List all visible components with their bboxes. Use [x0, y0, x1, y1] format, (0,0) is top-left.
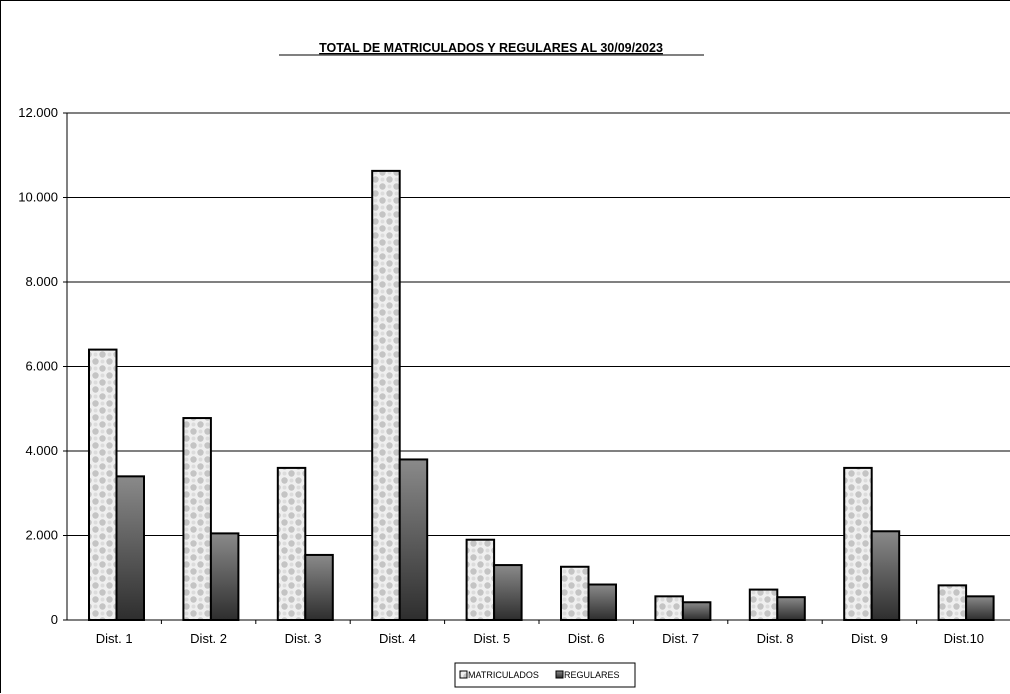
legend-box	[454, 662, 636, 688]
bar-matriculados-2	[182, 417, 212, 622]
bars	[88, 169, 995, 622]
bar-matriculados-6	[560, 565, 590, 622]
x-tick-label: Dist. 6	[568, 631, 605, 646]
bar-matriculados-4	[371, 169, 401, 621]
bar-regulares-1	[115, 475, 145, 621]
y-tick-labels: 0 2.000 4.000 6.000 8.000 10.000 12.000	[18, 105, 58, 627]
bar-matriculados-5	[465, 538, 496, 621]
bar-matriculados-9	[843, 466, 873, 621]
x-tick-label: Dist. 5	[473, 631, 510, 646]
legend-label-regulares: REGULARES	[564, 670, 620, 680]
bar-matriculados-8	[748, 588, 779, 622]
x-tick-label: Dist. 9	[851, 631, 888, 646]
x-tick-labels: Dist. 1 Dist. 2 Dist. 3 Dist. 4 Dist. 5 Dist.…	[96, 631, 984, 646]
legend-swatch-matriculados	[459, 670, 468, 679]
bar-matriculados-10	[937, 584, 968, 621]
x-tick-label: Dist. 4	[379, 631, 416, 646]
y-tick-label: 4.000	[25, 443, 58, 458]
x-tick-label: Dist. 8	[757, 631, 794, 646]
y-tick-label: 0	[51, 612, 58, 627]
chart-title: TOTAL DE MATRICULADOS Y REGULARES AL 30/…	[319, 41, 663, 55]
bar-regulares-3	[304, 553, 334, 621]
legend: MATRICULADOS REGULARES	[454, 662, 636, 688]
bar-regulares-4	[398, 458, 429, 622]
bar-regulares-5	[493, 564, 523, 622]
bar-regulares-8	[776, 596, 806, 621]
bar-regulares-9	[870, 530, 901, 622]
x-tick-label: Dist. 7	[662, 631, 699, 646]
y-tick-label: 6.000	[25, 359, 58, 374]
bar-matriculados-3	[276, 466, 307, 621]
bar-regulares-10	[965, 595, 995, 622]
y-tick-label: 8.000	[25, 274, 58, 289]
bar-regulares-2	[209, 532, 240, 622]
bar-regulares-6	[587, 583, 617, 622]
legend-swatch-regulares	[555, 670, 564, 679]
x-tick-label: Dist.10	[944, 631, 984, 646]
bar-matriculados-1	[88, 348, 118, 621]
bar-regulares-7	[681, 601, 712, 622]
y-tick-label: 2.000	[25, 528, 58, 543]
x-tick-label: Dist. 1	[96, 631, 133, 646]
y-tick-label: 10.000	[18, 190, 58, 205]
x-tick-label: Dist. 2	[190, 631, 227, 646]
legend-label-matriculados: MATRICULADOS	[468, 670, 539, 680]
bar-matriculados-7	[654, 595, 684, 622]
y-tick-label: 12.000	[18, 105, 58, 120]
x-tick-label: Dist. 3	[285, 631, 322, 646]
